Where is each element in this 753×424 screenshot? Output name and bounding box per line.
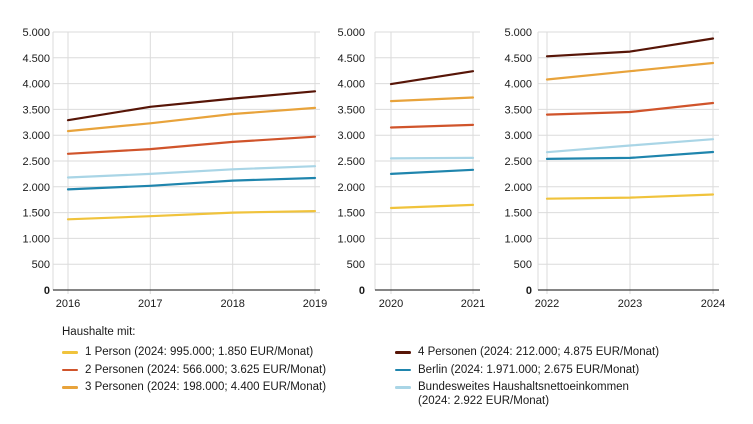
legend-item-label: 1 Person (2024: 995.000; 1.850 EUR/Monat…	[85, 346, 314, 358]
series-line-3-personen	[66, 106, 317, 133]
y-tick-label: 2.500	[22, 156, 50, 168]
y-tick-label: 5.000	[22, 27, 50, 39]
y-tick-label: 500	[32, 259, 50, 271]
y-tick-label: 4.500	[337, 53, 365, 65]
2-personen-line-swatch-icon	[62, 368, 78, 372]
series-line-bundesweit	[545, 138, 715, 154]
legend-item-label: 4 Personen (2024: 212.000; 4.875 EUR/Mon…	[418, 346, 660, 358]
legend-item-4-personen: 4 Personen (2024: 212.000; 4.875 EUR/Mon…	[395, 345, 745, 359]
x-tick-label: 2021	[461, 298, 485, 310]
y-tick-label: 1.500	[337, 208, 365, 220]
y-tick-label: 3.000	[337, 130, 365, 142]
x-tick-label: 2017	[138, 298, 162, 310]
y-tick-label: 2.000	[504, 182, 532, 194]
y-tick-label: 5.000	[504, 27, 532, 39]
x-tick-label: 2023	[618, 298, 642, 310]
legend-item-label: 2 Personen (2024: 566.000; 3.625 EUR/Mon…	[85, 363, 327, 376]
y-tick-label: 1.000	[337, 233, 365, 245]
y-tick-label: 4.000	[22, 79, 50, 91]
series-line-4-personen	[545, 37, 715, 58]
y-tick-label: 500	[347, 259, 365, 271]
series-line-berlin	[545, 150, 715, 160]
series-line-3-personen	[389, 96, 475, 103]
series-line-2-personen	[389, 123, 475, 129]
y-tick-label: 2.000	[22, 182, 50, 194]
y-tick-label: 2.000	[337, 182, 365, 194]
y-tick-label: 5.000	[337, 27, 365, 39]
series-line-bundesweit	[66, 165, 317, 179]
y-tick-label: 0	[359, 285, 365, 297]
series-line-berlin	[389, 168, 475, 175]
legend-item-label: Berlin (2024: 1.971.000; 2.675 EUR/Monat…	[418, 363, 640, 376]
series-line-2-personen	[66, 135, 317, 155]
4-personen-line-swatch-icon	[395, 351, 411, 354]
x-tick-label: 2019	[303, 298, 327, 310]
y-tick-label: 3.500	[22, 104, 50, 116]
legend-item-1-person: 1 Person (2024: 995.000; 1.850 EUR/Monat…	[62, 345, 392, 359]
y-tick-label: 500	[514, 259, 532, 271]
legend-item-bundesweit: Bundesweites Haushaltsnettoeinkommen (202…	[395, 380, 745, 408]
legend-item-berlin: Berlin (2024: 1.971.000; 2.675 EUR/Monat…	[395, 363, 745, 377]
y-tick-label: 4.500	[504, 53, 532, 65]
y-tick-label: 4.000	[504, 79, 532, 91]
berlin-line-swatch-icon	[395, 368, 411, 372]
legend-column-left: 1 Person (2024: 995.000; 1.850 EUR/Monat…	[62, 345, 392, 398]
legend-item-2-personen: 2 Personen (2024: 566.000; 3.625 EUR/Mon…	[62, 363, 392, 377]
legend-item-label: Bundesweites Haushaltsnettoeinkommen (202…	[418, 381, 629, 407]
y-tick-label: 1.000	[504, 233, 532, 245]
series-line-3-personen	[545, 61, 715, 81]
series-line-bundesweit	[389, 156, 475, 160]
x-tick-label: 2016	[56, 298, 80, 310]
3-personen-line-swatch-icon	[62, 386, 78, 389]
chart-panel-2020-2021: 0 500 1.000 1.500 2.000 2.500 3.000 3.500 4.000 4…	[337, 27, 485, 310]
y-tick-label: 4.500	[22, 53, 50, 65]
y-tick-label: 4.000	[337, 79, 365, 91]
y-tick-label: 3.000	[504, 130, 532, 142]
legend-title: Haushalte mit:	[62, 326, 136, 338]
y-tick-label: 3.500	[504, 104, 532, 116]
x-tick-label: 2018	[220, 298, 244, 310]
x-tick-label: 2024	[701, 298, 725, 310]
bundesweit-line-swatch-icon	[395, 386, 411, 389]
series-line-4-personen	[66, 90, 317, 122]
series-line-2-personen	[545, 101, 715, 116]
y-tick-label: 1.500	[504, 208, 532, 220]
series-line-1-person	[545, 193, 715, 200]
chart-panel-2022-2024: 0 500 1.000 1.500 2.000 2.500 3.000 3.500 4.000 4…	[504, 27, 725, 310]
1-person-line-swatch-icon	[62, 351, 78, 354]
y-tick-label: 2.500	[337, 156, 365, 168]
x-tick-label: 2020	[379, 298, 403, 310]
y-tick-label: 0	[526, 285, 532, 297]
y-tick-label: 2.500	[504, 156, 532, 168]
chart-panel-2016-2019: 0 500 1.000 1.500 2.000 2.500 3.000 3.500 4.000 4…	[22, 27, 327, 310]
series-line-1-person	[389, 203, 475, 210]
series-line-4-personen	[389, 70, 475, 86]
y-tick-label: 1.000	[22, 233, 50, 245]
y-tick-label: 3.500	[337, 104, 365, 116]
legend-column-right: 4 Personen (2024: 212.000; 4.875 EUR/Mon…	[395, 345, 745, 412]
legend-item-3-personen: 3 Personen (2024: 198.000; 4.400 EUR/Mon…	[62, 380, 392, 394]
y-tick-label: 1.500	[22, 208, 50, 220]
series-line-1-person	[66, 210, 317, 221]
legend-item-label: 3 Personen (2024: 198.000; 4.400 EUR/Mon…	[85, 381, 327, 393]
series-line-berlin	[66, 176, 317, 191]
x-tick-label: 2022	[535, 298, 559, 310]
y-tick-label: 3.000	[22, 130, 50, 142]
y-tick-label: 0	[44, 285, 50, 297]
